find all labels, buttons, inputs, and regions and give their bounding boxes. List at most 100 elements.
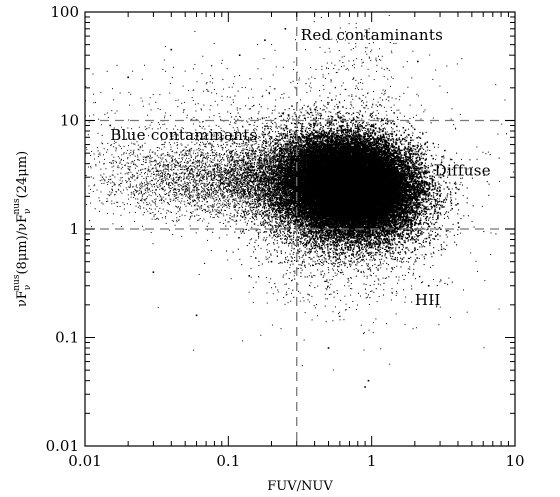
data-point (306, 235, 308, 237)
data-point (306, 131, 309, 133)
data-point (354, 126, 357, 128)
data-point (379, 135, 382, 137)
data-point (440, 201, 443, 203)
data-point (395, 231, 398, 233)
data-point (425, 181, 427, 183)
data-point (328, 147, 331, 149)
data-point (306, 239, 309, 242)
data-point (403, 148, 406, 150)
data-point (309, 137, 312, 140)
data-point (433, 169, 435, 171)
data-point (390, 133, 393, 135)
data-point (361, 244, 363, 246)
data-point (377, 162, 380, 164)
data-point (362, 232, 365, 234)
data-point (386, 122, 389, 125)
data-point (365, 124, 367, 127)
data-point (442, 175, 445, 177)
data-point (398, 222, 400, 225)
data-point (347, 136, 349, 138)
data-point (415, 200, 418, 203)
data-point (405, 139, 408, 142)
data-point (336, 249, 338, 251)
data-point (423, 183, 425, 186)
data-point (434, 210, 437, 213)
data-point (348, 233, 350, 236)
data-point (322, 243, 325, 245)
data-point (374, 243, 376, 246)
data-point (238, 237, 240, 239)
data-point (457, 222, 459, 224)
data-point (283, 203, 286, 205)
data-point (373, 242, 375, 245)
data-point (438, 183, 440, 185)
data-point (416, 147, 419, 149)
data-point (346, 129, 348, 131)
data-point (302, 244, 305, 247)
data-point (297, 142, 300, 144)
data-point (298, 227, 300, 229)
data-point (297, 140, 300, 142)
data-point (426, 193, 428, 195)
data-point (407, 142, 410, 144)
data-point (407, 205, 410, 207)
data-point (346, 134, 349, 136)
data-point (378, 131, 381, 133)
data-point (393, 130, 396, 133)
data-point (293, 215, 296, 218)
data-point (404, 129, 407, 132)
data-point (426, 183, 429, 186)
data-point (418, 156, 421, 159)
data-point (369, 114, 372, 117)
data-point (276, 145, 279, 147)
data-point (426, 215, 429, 218)
data-point (346, 122, 348, 125)
data-point (431, 185, 434, 187)
data-point (377, 137, 379, 139)
data-point (402, 194, 404, 196)
data-point (412, 237, 414, 240)
data-point (344, 255, 347, 258)
data-point (366, 237, 368, 240)
data-point (413, 174, 416, 176)
data-point (367, 245, 369, 247)
data-point (401, 221, 404, 223)
data-point (318, 134, 320, 136)
data-point (280, 163, 283, 165)
data-point (272, 144, 275, 147)
data-point (331, 118, 333, 120)
data-point (287, 166, 290, 168)
data-point (353, 144, 356, 147)
data-point (407, 150, 409, 152)
data-point (423, 205, 425, 208)
data-point (333, 128, 335, 130)
data-point (427, 208, 430, 210)
data-point (231, 195, 234, 197)
data-point (313, 129, 316, 131)
data-point (368, 147, 371, 150)
data-point (312, 126, 315, 129)
data-point (384, 224, 387, 227)
data-point (382, 128, 385, 130)
data-point (305, 219, 308, 222)
data-point (408, 153, 411, 155)
data-point (344, 133, 346, 135)
data-point (368, 135, 370, 138)
data-point (368, 238, 370, 240)
data-point (275, 165, 277, 167)
data-point (312, 129, 315, 131)
data-point (296, 205, 299, 208)
data-point (286, 185, 289, 188)
data-point (301, 225, 304, 227)
data-point (378, 233, 381, 235)
data-point (397, 169, 399, 172)
data-points (84, 14, 516, 388)
data-point (440, 248, 443, 251)
data-point (319, 122, 322, 124)
data-point (366, 252, 369, 254)
data-point (310, 232, 312, 234)
data-point (265, 125, 267, 128)
data-point (408, 191, 411, 193)
data-point (440, 161, 443, 164)
